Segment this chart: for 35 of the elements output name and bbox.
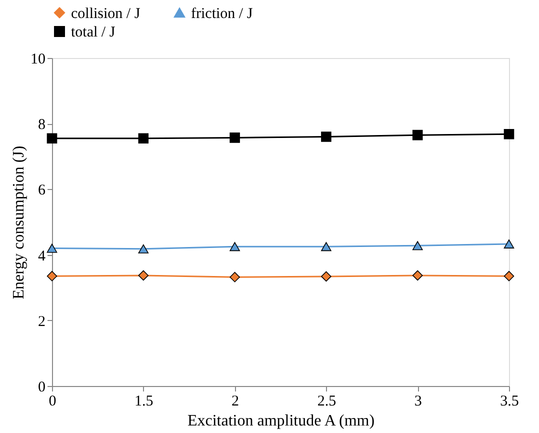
point — [46, 270, 58, 282]
point — [412, 130, 423, 140]
point — [46, 244, 58, 253]
legend-label: collision / J — [71, 6, 140, 22]
x-tick-label: 3.5 — [500, 394, 519, 410]
point — [321, 271, 332, 282]
point — [138, 244, 149, 254]
point — [46, 133, 58, 144]
point — [412, 241, 423, 250]
x-tick-label: 0 — [48, 394, 56, 410]
point — [321, 132, 332, 142]
point — [504, 270, 514, 282]
x-tick-label: 3 — [414, 394, 422, 410]
point — [504, 128, 514, 140]
y-tick-label: 2 — [38, 314, 46, 330]
point — [504, 239, 514, 248]
point — [138, 133, 149, 144]
y-tick-label: 4 — [38, 248, 46, 264]
point — [412, 270, 423, 281]
y-tick-label: 0 — [38, 380, 46, 396]
y-tick-label: 6 — [38, 182, 46, 199]
point — [230, 132, 240, 143]
point — [138, 270, 149, 281]
point — [230, 242, 240, 252]
x-axis-title: Excitation amplitude A (mm) — [187, 412, 375, 430]
y-tick-label: 8 — [38, 117, 46, 134]
y-tick-label: 10 — [30, 52, 46, 68]
x-tick-label: 1.5 — [134, 394, 154, 410]
legend-label: total / J — [71, 24, 116, 40]
x-tick-label: 2.5 — [317, 394, 336, 410]
x-tick-label: 2 — [232, 394, 240, 410]
point — [230, 272, 240, 282]
legend-label: friction / J — [191, 6, 253, 22]
y-axis-title: Energy consumption (J) — [10, 146, 28, 300]
point — [321, 242, 332, 252]
